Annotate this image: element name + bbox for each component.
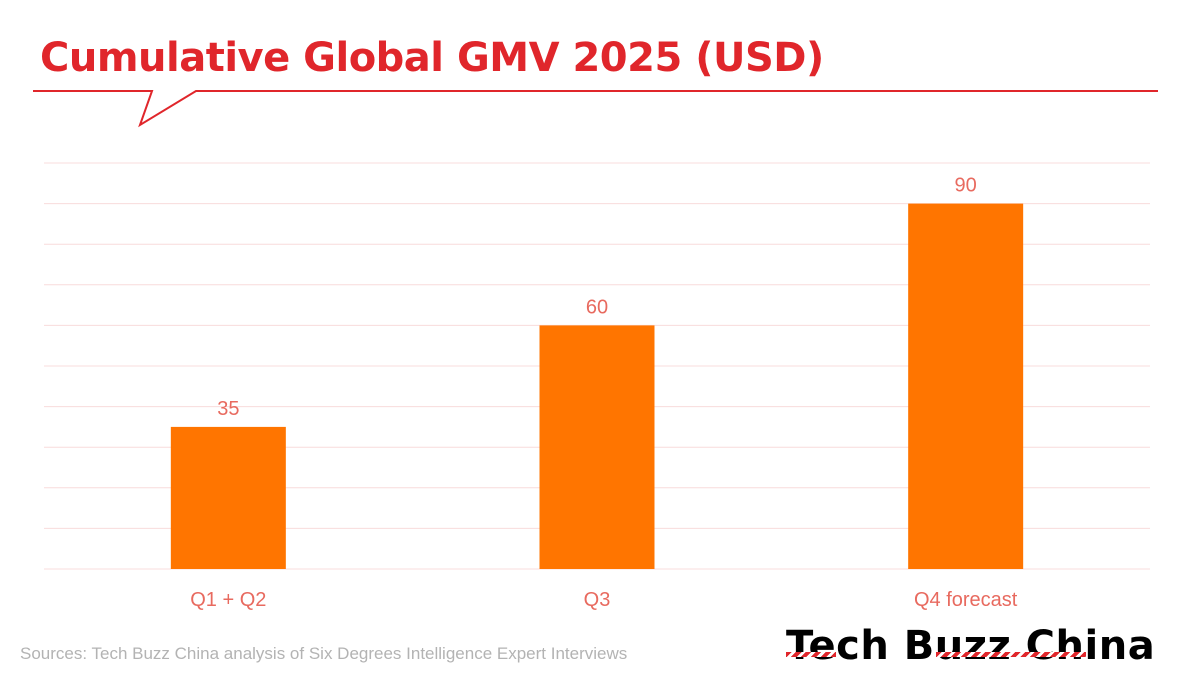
title-speech-bubble-line bbox=[33, 90, 1158, 128]
x-tick-label: Q4 forecast bbox=[914, 589, 1018, 611]
bar bbox=[539, 325, 655, 569]
logo-stripe bbox=[786, 652, 836, 657]
data-label: 35 bbox=[217, 398, 239, 420]
chart-title: Cumulative Global GMV 2025 (USD) bbox=[40, 35, 824, 81]
data-label: 60 bbox=[586, 296, 608, 318]
data-label: 90 bbox=[955, 175, 977, 197]
logo-stripe bbox=[936, 652, 1086, 657]
data-labels: 35 60 90 bbox=[217, 175, 977, 420]
x-axis-ticks: Q1 + Q2 Q3 Q4 forecast bbox=[190, 589, 1018, 611]
bar bbox=[170, 426, 286, 569]
bar-chart: 35 60 90 Q1 + Q2 Q3 Q4 forecast bbox=[44, 162, 1150, 611]
source-note: Sources: Tech Buzz China analysis of Six… bbox=[20, 644, 628, 663]
tech-buzz-china-logo: Tech Buzz China bbox=[786, 622, 1190, 670]
x-tick-label: Q3 bbox=[584, 589, 611, 611]
x-tick-label: Q1 + Q2 bbox=[190, 589, 266, 611]
bar bbox=[908, 203, 1024, 569]
bars bbox=[170, 203, 1024, 569]
logo-text: Tech Buzz China bbox=[786, 623, 1156, 669]
